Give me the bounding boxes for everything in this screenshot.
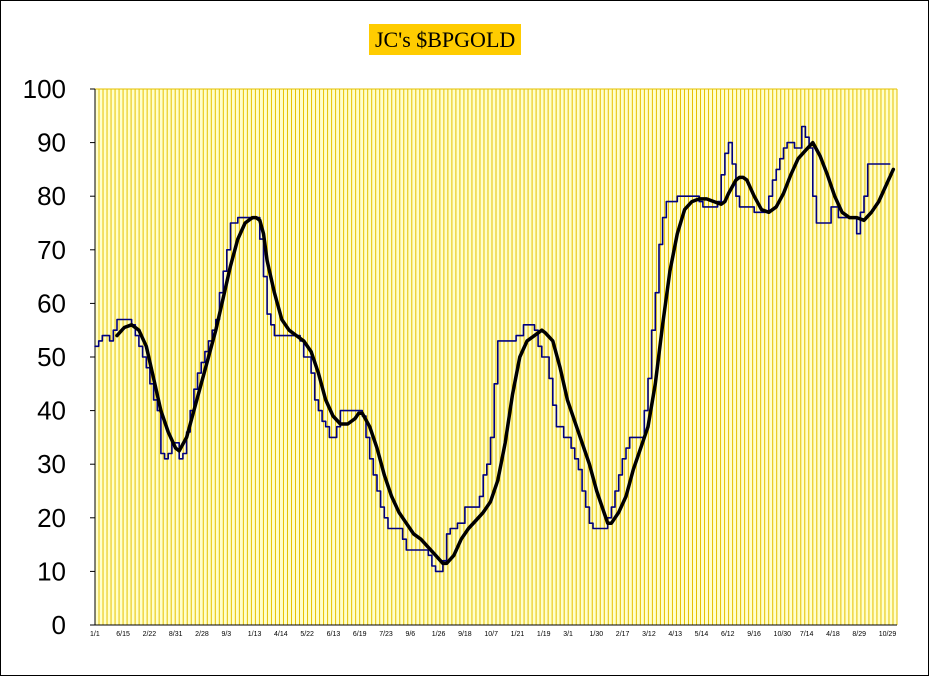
x-tick-label: 10/7 [484, 631, 498, 638]
y-tick-label: 30 [37, 449, 66, 479]
x-tick-label: 1/26 [432, 631, 446, 638]
x-tick-label: 9/18 [458, 631, 472, 638]
x-tick-label: 2/28 [195, 631, 209, 638]
x-tick-label: 1/13 [248, 631, 262, 638]
x-tick-label: 4/18 [826, 631, 840, 638]
x-tick-label: 3/12 [642, 631, 656, 638]
x-tick-label: 2/17 [616, 631, 630, 638]
series-line-smoothed [115, 140, 896, 566]
x-tick-label: 9/3 [221, 631, 231, 638]
x-tick-label: 1/30 [590, 631, 604, 638]
x-tick-label: 6/19 [353, 631, 367, 638]
x-tick-label: 9/16 [747, 631, 761, 638]
x-tick-label: 10/30 [774, 631, 792, 638]
chart-title: JC's $BPGOLD [369, 24, 522, 55]
x-tick-label: 6/13 [327, 631, 341, 638]
y-tick-label: 0 [52, 610, 66, 640]
x-tick-label: 8/31 [169, 631, 183, 638]
x-tick-label: 6/12 [721, 631, 735, 638]
y-tick-label: 20 [37, 503, 66, 533]
y-tick-label: 100 [23, 74, 66, 104]
x-tick-label: 7/23 [379, 631, 393, 638]
y-axis: 0 10 20 30 40 50 60 70 80 90 100 [23, 74, 96, 640]
y-tick-label: 40 [37, 396, 66, 426]
x-tick-label: 1/1 [90, 631, 100, 638]
x-tick-label: 7/14 [800, 631, 814, 638]
y-tick-label: 80 [37, 181, 66, 211]
x-tick-label: 1/21 [511, 631, 525, 638]
x-tick-label: 3/1 [563, 631, 573, 638]
y-tick-label: 10 [37, 556, 66, 586]
x-tick-label: 5/22 [300, 631, 314, 638]
x-tick-label: 6/15 [116, 631, 130, 638]
series-layer [94, 125, 896, 573]
x-tick-label: 1/19 [537, 631, 551, 638]
y-tick-label: 50 [37, 342, 66, 372]
y-tick-label: 60 [37, 288, 66, 318]
y-tick-label: 70 [37, 235, 66, 265]
x-axis: 1/1 6/15 2/22 8/31 2/28 9/3 1/13 4/14 5/22 6/13 6/… [90, 624, 897, 638]
y-tick-label: 90 [37, 128, 66, 158]
vertical-gridlines [94, 88, 898, 625]
x-tick-label: 4/14 [274, 631, 288, 638]
x-tick-label: 9/6 [405, 631, 415, 638]
series-line-raw [94, 125, 891, 573]
x-tick-label: 10/29 [879, 631, 897, 638]
x-tick-label: 4/13 [668, 631, 682, 638]
x-tick-label: 2/22 [143, 631, 157, 638]
x-tick-label: 8/29 [852, 631, 866, 638]
x-tick-label: 5/14 [695, 631, 709, 638]
